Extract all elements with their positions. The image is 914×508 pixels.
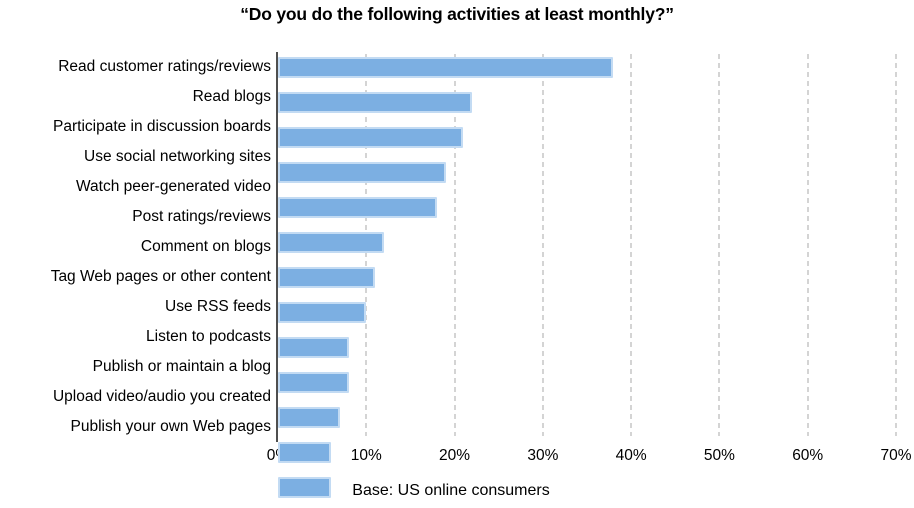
bar: [278, 57, 614, 78]
category-label: Watch peer-generated video: [75, 178, 271, 195]
bar-row: [278, 407, 896, 437]
bar: [278, 267, 376, 288]
x-axis-ticks: 0%10%20%30%40%50%60%70%: [267, 447, 912, 467]
category-label: Upload video/audio you created: [52, 388, 271, 405]
bar: [278, 407, 340, 428]
chart-caption: Base: US online consumers: [352, 482, 550, 499]
gridline: [718, 54, 721, 436]
bar-row: [278, 442, 896, 472]
category-label: Use RSS feeds: [165, 298, 271, 315]
gridline: [806, 54, 809, 436]
x-tick-label: 30%: [527, 447, 559, 464]
category-label: Listen to podcasts: [146, 328, 271, 345]
x-tick-label: 60%: [792, 447, 824, 464]
bar-row: [278, 477, 896, 507]
category-label: Read blogs: [192, 88, 271, 105]
bar: [278, 162, 446, 183]
category-label: Read customer ratings/reviews: [58, 58, 271, 75]
bar: [278, 372, 349, 393]
bar-row: [278, 57, 896, 87]
x-tick-label: 50%: [703, 447, 735, 464]
category-label: Post ratings/reviews: [132, 208, 271, 225]
category-labels: Read customer ratings/reviews Read blogs P…: [0, 52, 271, 442]
plot-area: [276, 52, 897, 498]
gridline: [541, 54, 544, 436]
x-tick-label: 40%: [615, 447, 647, 464]
bar-row: [278, 267, 896, 297]
category-label: Use social networking sites: [84, 148, 271, 165]
bar-row: [278, 302, 896, 332]
bar: [278, 197, 437, 218]
gridline: [453, 54, 456, 436]
gridline: [895, 54, 897, 436]
bar: [278, 302, 367, 323]
bar-row: [278, 372, 896, 402]
bar: [278, 337, 349, 358]
bar-row: [278, 197, 896, 227]
bar-row: [278, 232, 896, 262]
bar: [278, 127, 464, 148]
bar: [278, 442, 331, 463]
chart-title: “Do you do the following activities at l…: [240, 4, 674, 24]
x-tick-label: 10%: [350, 447, 382, 464]
bar: [278, 92, 473, 113]
bar-row: [278, 337, 896, 367]
bar-row: [278, 92, 896, 122]
x-tick-label: 20%: [439, 447, 471, 464]
gridline: [630, 54, 633, 436]
category-label: Tag Web pages or other content: [50, 268, 271, 285]
category-label: Participate in discussion boards: [53, 118, 271, 135]
bar-row: [278, 127, 896, 157]
bar: [278, 232, 384, 253]
bar: [278, 477, 331, 498]
category-label: Publish your own Web pages: [70, 418, 271, 435]
x-tick-label: 70%: [880, 447, 912, 464]
category-label: Comment on blogs: [140, 238, 271, 255]
category-label: Publish or maintain a blog: [92, 358, 271, 375]
bar-rows: [278, 57, 896, 507]
bar-row: [278, 162, 896, 192]
